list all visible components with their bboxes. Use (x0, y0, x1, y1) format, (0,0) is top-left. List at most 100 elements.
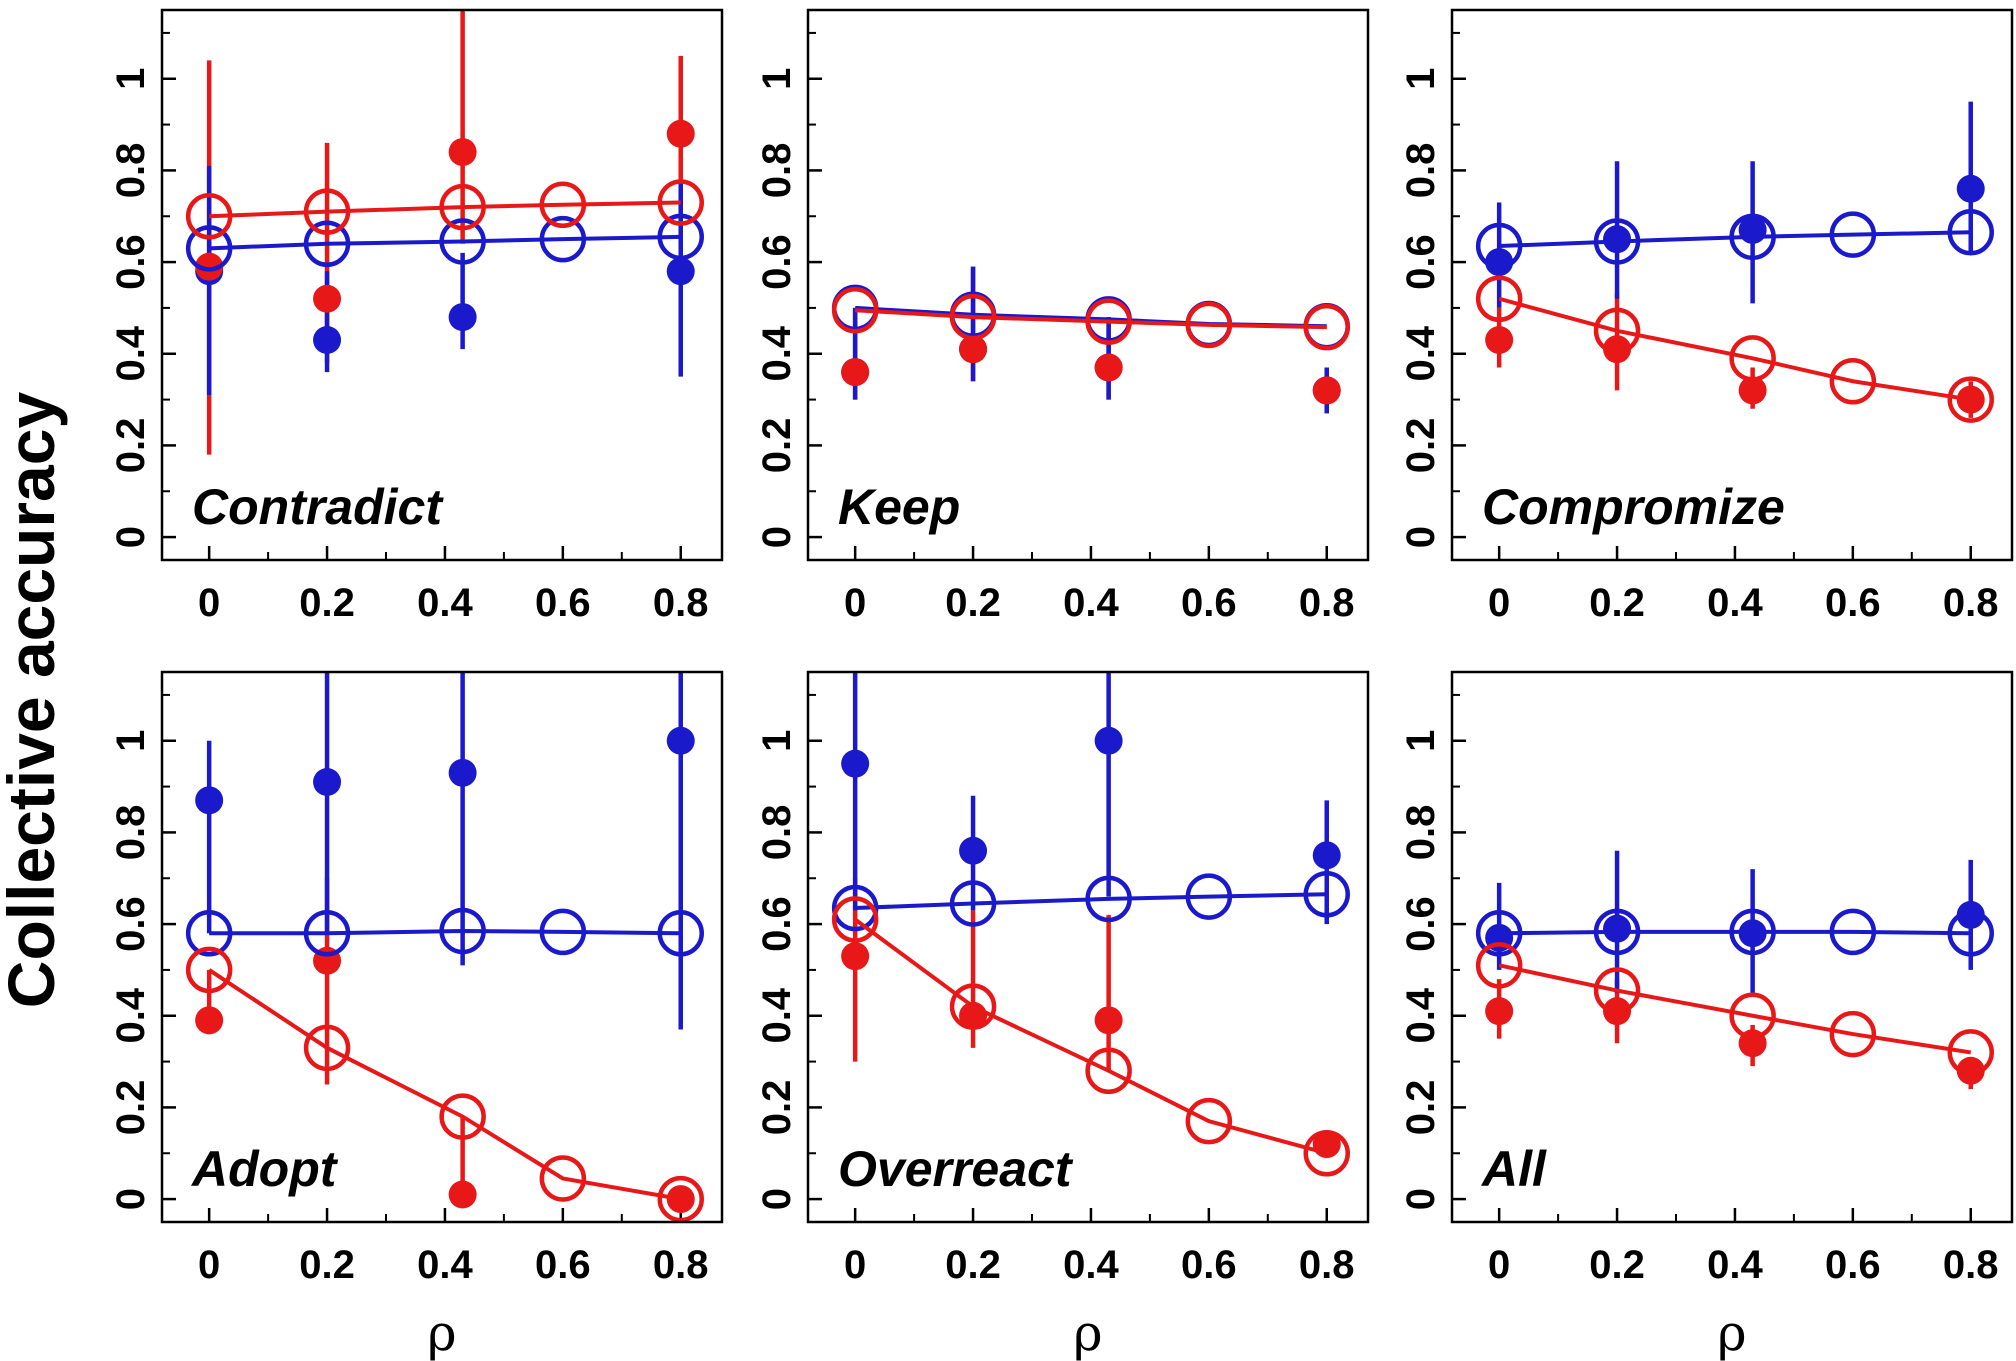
data-point-red (1312, 376, 1341, 405)
data-point-blue (666, 257, 695, 286)
data-point-red (1738, 376, 1767, 405)
model-point-red (1303, 1130, 1350, 1177)
model-point-blue (1185, 873, 1233, 920)
panel-label: Keep (838, 479, 960, 535)
plot-area (831, 266, 1350, 414)
y-tick-label: 0 (755, 1188, 799, 1210)
y-tick-label: 0.2 (109, 1080, 153, 1136)
y-tick-label: 0.8 (755, 805, 799, 861)
model-point-blue (1593, 908, 1641, 956)
model-point-red (1185, 301, 1233, 349)
model-point-blue (303, 220, 351, 267)
y-tick-label: 1 (755, 730, 799, 752)
data-point-blue (448, 758, 477, 787)
panel-label: Compromize (1482, 479, 1785, 535)
panels: 0 0.2 0.4 0.6 0.8 0 0.2 0.4 0.6 0.8 1 Contradict 0 0.… (109, 8, 2014, 1361)
data-point-blue (1485, 248, 1514, 277)
data-point-red (1094, 1006, 1123, 1035)
panel-keep: 0 0.2 0.4 0.6 0.8 0 0.2 0.4 0.6 0.8 1 Keep (755, 8, 1370, 625)
y-tick-label: 0.2 (1399, 418, 1443, 474)
model-point-red (439, 1093, 486, 1140)
panel-contradict: 0 0.2 0.4 0.6 0.8 0 0.2 0.4 0.6 0.8 1 Contradict (109, 8, 724, 625)
x-tick-label: 0 (198, 581, 220, 625)
model-point-blue (303, 910, 351, 957)
y-tick-label: 0.2 (755, 1080, 799, 1136)
x-tick-label: 0.8 (1299, 1243, 1355, 1287)
model-point-red (185, 946, 233, 994)
model-point-blue (1475, 222, 1523, 270)
x-tick-label: 0.2 (299, 1243, 355, 1287)
model-point-red (949, 293, 997, 341)
model-point-red (657, 1175, 704, 1222)
data-point-blue (1603, 225, 1632, 254)
model-point-blue (657, 910, 704, 957)
model-point-red (949, 983, 997, 1030)
model-point-blue (1475, 910, 1523, 957)
x-tick-label: 0.6 (1825, 1243, 1881, 1287)
plot-area (1475, 101, 1994, 423)
model-point-blue (1829, 908, 1877, 956)
x-tick-label: 0.4 (1063, 1243, 1119, 1287)
panel-label: Adopt (190, 1141, 339, 1197)
y-tick-label: 0.4 (755, 325, 799, 381)
x-tick-label: 0.2 (945, 1243, 1001, 1287)
data-point-blue (1956, 174, 1985, 203)
y-axis-label: Collective accuracy (0, 392, 68, 1009)
data-point-red (1603, 335, 1632, 364)
data-point-red (1094, 353, 1123, 382)
x-tick-label: 0.6 (1181, 581, 1237, 625)
plot-area (831, 672, 1350, 1177)
model-point-blue (1303, 871, 1350, 918)
plot-frame (806, 8, 1370, 562)
panel-compromize: 0 0.2 0.4 0.6 0.8 0 0.2 0.4 0.6 0.8 1 Compromize (1399, 8, 2014, 625)
model-point-blue (1947, 209, 1994, 256)
model-point-red (1593, 967, 1641, 1014)
x-tick-label: 0.6 (535, 581, 591, 625)
model-point-red (185, 193, 233, 240)
model-point-red (303, 188, 351, 235)
data-point-blue (841, 749, 870, 778)
data-point-blue (1956, 900, 1985, 929)
y-tick-label: 0 (109, 526, 153, 548)
y-tick-label: 0.4 (109, 987, 153, 1043)
y-tick-label: 1 (755, 68, 799, 90)
plot-frame (160, 670, 724, 1224)
data-point-red (195, 1006, 224, 1035)
plot-frame (1450, 670, 2014, 1224)
panel-label: All (1480, 1141, 1547, 1197)
data-point-red (313, 284, 342, 313)
y-tick-label: 0.6 (1399, 234, 1443, 290)
x-tick-label: 0.2 (1589, 1243, 1645, 1287)
model-point-blue (1947, 910, 1994, 957)
model-point-red (657, 179, 704, 226)
data-point-blue (1094, 726, 1123, 755)
model-point-blue (1593, 218, 1641, 265)
data-point-blue (313, 326, 342, 354)
panel-label: Contradict (192, 479, 444, 535)
y-tick-label: 0.4 (1399, 325, 1443, 381)
model-point-red (1947, 376, 1994, 423)
data-point-red (1485, 997, 1514, 1026)
panel-all: 0 0.2 0.4 0.6 0.8 0 0.2 0.4 0.6 0.8 1 All ρ (1399, 670, 2014, 1361)
y-tick-label: 0.2 (755, 418, 799, 474)
data-point-red (1956, 1056, 1985, 1085)
plot-area (185, 10, 704, 455)
x-tick-label: 0.4 (1707, 581, 1763, 625)
model-point-blue (831, 884, 879, 932)
x-tick-label: 0.8 (653, 1243, 709, 1287)
model-point-red (539, 1155, 587, 1202)
x-tick-label: 0 (1488, 581, 1510, 625)
model-point-red (539, 181, 587, 229)
y-tick-label: 0 (1399, 1188, 1443, 1210)
data-point-blue (313, 768, 342, 796)
model-point-blue (949, 880, 997, 927)
x-tick-label: 0.6 (1825, 581, 1881, 625)
model-point-blue (539, 908, 587, 956)
model-point-blue (657, 213, 704, 261)
y-tick-label: 0.4 (755, 987, 799, 1043)
x-axis-label: ρ (1073, 1304, 1102, 1361)
model-point-red (1947, 1029, 1994, 1076)
panel-label: Overreact (838, 1141, 1074, 1197)
model-line-blue (209, 928, 681, 936)
